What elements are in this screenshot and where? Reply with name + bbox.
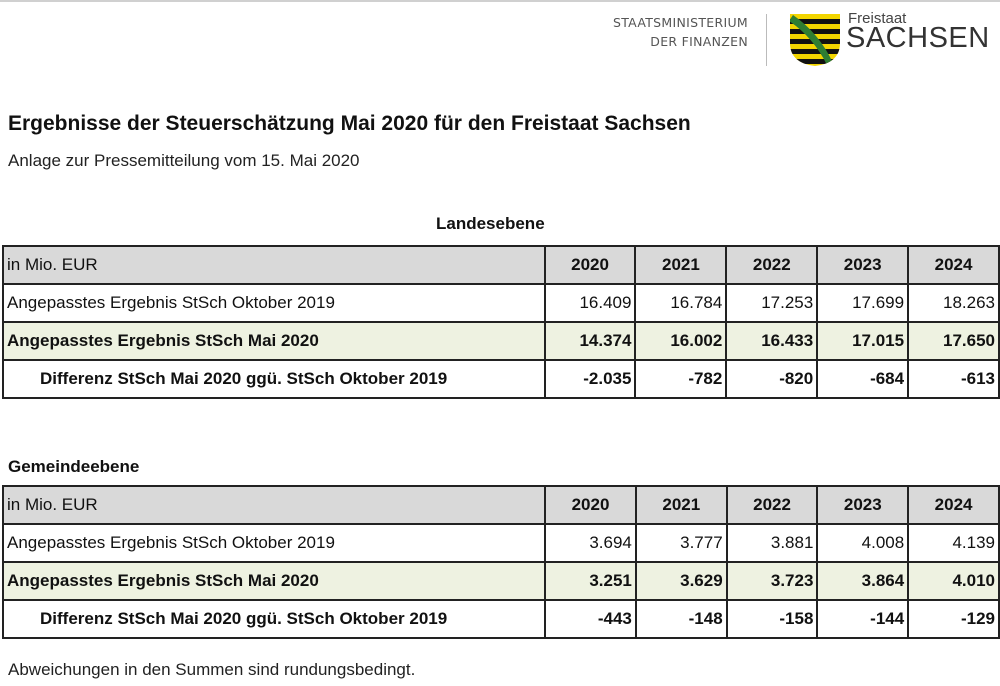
value-cell: -820 [725, 359, 819, 399]
value-cell: 3.864 [816, 561, 910, 601]
table-row: Differenz StSch Mai 2020 ggü. StSch Okto… [1, 599, 1000, 639]
value-cell: -684 [816, 359, 910, 399]
value-cell: 3.251 [544, 561, 637, 601]
value-cell: 18.263 [907, 283, 1000, 323]
page-title: Ergebnisse der Steuerschätzung Mai 2020 … [8, 112, 691, 135]
ministry-line2: DER FINANZEN [650, 34, 748, 49]
value-cell: 3.629 [634, 561, 728, 601]
page-subtitle: Anlage zur Pressemitteilung vom 15. Mai … [8, 151, 360, 170]
value-cell: 4.010 [907, 561, 1000, 601]
row-label: Angepasstes Ergebnis StSch Oktober 2019 [1, 523, 547, 563]
value-cell: 3.777 [634, 523, 728, 563]
table-row: Angepasstes Ergebnis StSch Mai 2020 3.251… [1, 561, 1000, 601]
year-header: 2020 [543, 245, 637, 285]
value-cell: -129 [907, 599, 1000, 639]
year-header: 2023 [816, 245, 910, 285]
table-row: Differenz StSch Mai 2020 ggü. StSch Okto… [2, 359, 1000, 399]
value-cell: -148 [634, 599, 728, 639]
table-header-row: in Mio. EUR 2020 2021 2022 2023 2024 [1, 485, 1000, 525]
value-cell: 3.694 [544, 523, 637, 563]
year-header: 2022 [725, 245, 819, 285]
value-cell: -443 [544, 599, 637, 639]
row-label: Angepasstes Ergebnis StSch Oktober 2019 [2, 283, 546, 323]
ministry-name: STAATSMINISTERIUM DER FINANZEN [613, 13, 748, 51]
value-cell: 16.002 [634, 321, 728, 361]
value-cell: -2.035 [543, 359, 637, 399]
table-gemeindeebene: in Mio. EUR 2020 2021 2022 2023 2024 Angepasst… [1, 485, 1000, 639]
logo-divider [766, 14, 767, 66]
row-label: Angepasstes Ergebnis StSch Mai 2020 [2, 321, 546, 361]
table-landesebene: in Mio. EUR 2020 2021 2022 2023 2024 Angepasst… [2, 245, 1000, 399]
value-cell: -144 [816, 599, 910, 639]
section-heading-landesebene: Landesebene [436, 214, 545, 233]
value-cell: 16.784 [634, 283, 728, 323]
value-cell: 4.008 [816, 523, 910, 563]
section-heading-gemeindeebene: Gemeindeebene [8, 457, 140, 476]
year-header: 2020 [544, 485, 637, 525]
value-cell: 17.650 [907, 321, 1000, 361]
table-header-row: in Mio. EUR 2020 2021 2022 2023 2024 [2, 245, 1000, 285]
year-header: 2021 [634, 485, 728, 525]
table-row: Angepasstes Ergebnis StSch Oktober 2019 3… [1, 523, 1000, 563]
value-cell: 16.409 [543, 283, 637, 323]
year-header: 2022 [725, 485, 819, 525]
value-cell: -782 [634, 359, 728, 399]
value-cell: 3.881 [725, 523, 819, 563]
unit-label: in Mio. EUR [2, 245, 546, 285]
row-label: Differenz StSch Mai 2020 ggü. StSch Okto… [2, 359, 546, 399]
value-cell: 16.433 [725, 321, 819, 361]
value-cell: -613 [907, 359, 1000, 399]
ministry-line1: STAATSMINISTERIUM [612, 15, 748, 30]
table-row: Angepasstes Ergebnis StSch Mai 2020 14.37… [2, 321, 1000, 361]
value-cell: 14.374 [543, 321, 637, 361]
logo-freistaat: Freistaat [848, 10, 907, 27]
value-cell: -158 [725, 599, 819, 639]
saxony-crest-icon [790, 14, 840, 66]
year-header: 2024 [907, 245, 1000, 285]
value-cell: 17.699 [816, 283, 910, 323]
year-header: 2021 [634, 245, 728, 285]
unit-label: in Mio. EUR [1, 485, 547, 525]
top-divider [0, 0, 1000, 2]
logo-sachsen: SACHSEN [846, 22, 990, 54]
table-row: Angepasstes Ergebnis StSch Oktober 2019 1… [2, 283, 1000, 323]
value-cell: 17.015 [816, 321, 910, 361]
row-label: Differenz StSch Mai 2020 ggü. StSch Okto… [1, 599, 547, 639]
year-header: 2023 [816, 485, 910, 525]
value-cell: 4.139 [907, 523, 1000, 563]
value-cell: 3.723 [725, 561, 819, 601]
value-cell: 17.253 [725, 283, 819, 323]
row-label: Angepasstes Ergebnis StSch Mai 2020 [1, 561, 547, 601]
footnote: Abweichungen in den Summen sind rundungs… [8, 660, 416, 679]
year-header: 2024 [907, 485, 1000, 525]
